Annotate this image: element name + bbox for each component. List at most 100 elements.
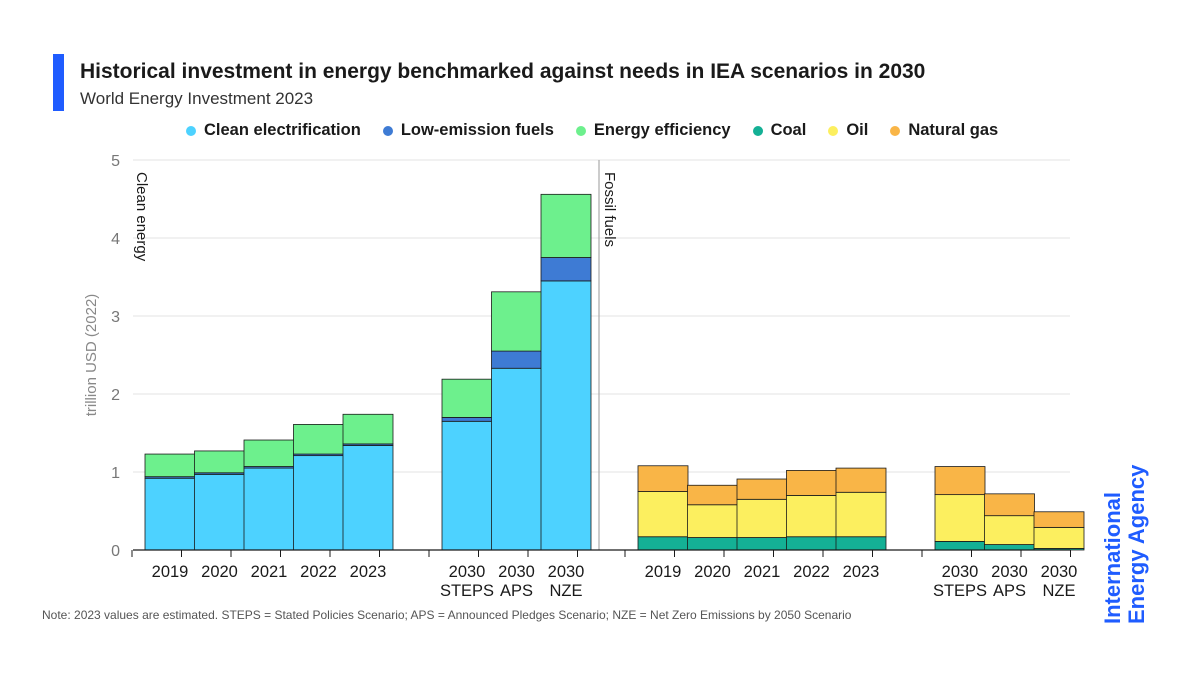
bar-segment <box>934 494 986 542</box>
x-tick-label: 2022 <box>793 563 830 581</box>
bar-segment <box>637 465 689 492</box>
legend-label: Oil <box>846 121 869 139</box>
x-tick-label: 2030 <box>942 563 979 581</box>
chart-note: Note: 2023 values are estimated. STEPS =… <box>42 608 852 622</box>
bar-segment <box>540 193 592 258</box>
bar-segment <box>243 439 295 467</box>
x-tick-label: 2022 <box>300 563 337 581</box>
legend-item-clean-electrification: Clean electrification <box>186 121 361 140</box>
legend-swatch <box>382 125 393 136</box>
legend-item-oil: Oil <box>828 121 868 140</box>
x-tick-label: 2019 <box>152 563 189 581</box>
x-tick-label: APS <box>500 582 533 600</box>
bar-segment <box>441 416 493 422</box>
x-tick-label: 2030 <box>449 563 486 581</box>
bar-segment <box>786 536 837 551</box>
x-tick-label: 2030 <box>1041 563 1078 581</box>
y-tick-label: 2 <box>111 387 120 404</box>
x-tick-label: NZE <box>1043 582 1076 600</box>
bar-segment <box>984 544 1035 551</box>
bar-segment <box>194 450 245 474</box>
bar-segment <box>736 537 788 551</box>
legend-label: Coal <box>770 121 807 139</box>
x-tick-label: NZE <box>550 582 583 600</box>
bar-segment <box>687 504 738 538</box>
y-tick-label: 4 <box>111 231 120 248</box>
bar-segment <box>342 445 394 551</box>
x-tick-label: 2021 <box>744 563 781 581</box>
bar-segment <box>934 466 986 496</box>
bar-segment <box>441 378 493 418</box>
legend: Clean electrification Low-emission fuels… <box>186 121 1020 140</box>
x-tick-label: 2030 <box>991 563 1028 581</box>
panel-label: Clean energy <box>133 172 150 262</box>
title-accent-bar <box>53 54 64 111</box>
y-tick-label: 1 <box>111 465 120 482</box>
legend-swatch <box>186 125 196 136</box>
bar-segment <box>342 413 394 445</box>
legend-item-low-emission-fuels: Low-emission fuels <box>382 121 554 140</box>
logo-text-line-2: Energy Agency <box>1124 464 1149 624</box>
chart-subtitle: World Energy Investment 2023 <box>80 89 314 108</box>
x-tick-label: 2023 <box>350 563 387 581</box>
legend-swatch <box>828 125 839 136</box>
x-tick-label: STEPS <box>933 582 987 600</box>
legend-item-coal: Coal <box>752 121 807 140</box>
legend-swatch <box>890 125 901 136</box>
x-tick-label: 2030 <box>498 563 535 581</box>
legend-label: Energy efficiency <box>593 121 731 139</box>
legend-item-energy-efficiency: Energy efficiency <box>575 121 731 140</box>
bar-segment <box>194 473 245 551</box>
x-tick-label: 2020 <box>694 563 731 581</box>
bar-segment <box>736 478 788 500</box>
bar-segment <box>637 536 689 551</box>
y-tick-label: 3 <box>111 309 120 326</box>
bar-segment <box>243 467 295 551</box>
x-tick-label: 2030 <box>548 563 585 581</box>
bar-segment <box>835 491 887 538</box>
bar-segment <box>984 493 1035 517</box>
y-tick-label: 0 <box>111 543 120 560</box>
x-tick-label: 2020 <box>201 563 238 581</box>
legend-item-natural-gas: Natural gas <box>890 121 998 140</box>
legend-swatch <box>752 125 763 136</box>
logo-text-line-1: International <box>1100 492 1125 624</box>
x-tick-label: STEPS <box>440 582 494 600</box>
bar-segment <box>491 367 542 551</box>
bar-segment <box>835 467 887 493</box>
x-tick-label: 2021 <box>251 563 288 581</box>
bar-segment <box>934 541 986 551</box>
x-tick-label: 2023 <box>843 563 880 581</box>
legend-swatch <box>575 125 586 136</box>
bar-segment <box>441 420 493 551</box>
iea-logo: International Energy Agency <box>1100 462 1152 624</box>
legend-label: Low-emission fuels <box>400 121 554 139</box>
x-tick-label: APS <box>993 582 1026 600</box>
bar-segment <box>144 453 196 478</box>
bar-segment <box>540 280 592 551</box>
bar-segment <box>540 257 592 282</box>
x-tick-label: 2019 <box>645 563 682 581</box>
bar-segment <box>144 477 196 551</box>
bar-segment <box>736 498 788 538</box>
chart-title: Historical investment in energy benchmar… <box>80 60 926 83</box>
bar-segment <box>1033 526 1085 549</box>
bar-segment <box>786 470 837 496</box>
bar-segment <box>984 515 1035 545</box>
bar-segment <box>835 536 887 551</box>
y-axis-label: trillion USD (2022) <box>83 294 100 417</box>
legend-label: Clean electrification <box>204 121 361 139</box>
bar-segment <box>1033 511 1085 528</box>
bar-segment <box>293 424 344 455</box>
bar-segment <box>786 494 837 538</box>
y-tick-label: 5 <box>111 153 120 170</box>
bar-segment <box>687 484 738 506</box>
panel-label: Fossil fuels <box>601 172 618 247</box>
bar-segment <box>491 291 542 352</box>
bar-segment <box>687 537 738 551</box>
bar-segment <box>491 350 542 369</box>
bar-segment <box>293 455 344 551</box>
legend-label: Natural gas <box>908 121 999 139</box>
bar-segment <box>637 491 689 538</box>
